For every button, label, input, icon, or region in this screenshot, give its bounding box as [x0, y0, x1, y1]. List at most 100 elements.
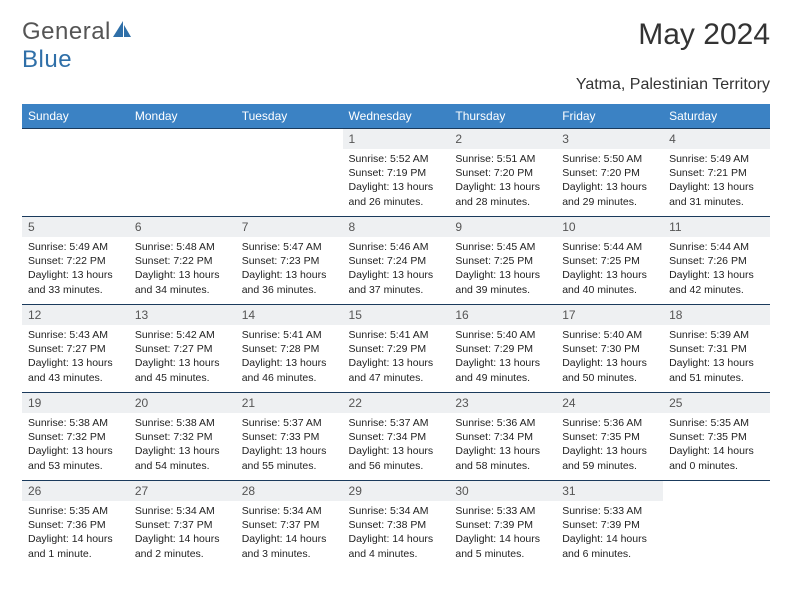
day-number: 30	[449, 481, 556, 501]
calendar-cell: 31Sunrise: 5:33 AMSunset: 7:39 PMDayligh…	[556, 481, 663, 569]
day-details: Sunrise: 5:47 AMSunset: 7:23 PMDaylight:…	[236, 237, 343, 300]
day-details: Sunrise: 5:41 AMSunset: 7:28 PMDaylight:…	[236, 325, 343, 388]
calendar-cell: 28Sunrise: 5:34 AMSunset: 7:37 PMDayligh…	[236, 481, 343, 569]
day-details: Sunrise: 5:34 AMSunset: 7:38 PMDaylight:…	[343, 501, 450, 564]
day-details: Sunrise: 5:42 AMSunset: 7:27 PMDaylight:…	[129, 325, 236, 388]
day-details: Sunrise: 5:37 AMSunset: 7:34 PMDaylight:…	[343, 413, 450, 476]
weekday-header: Thursday	[449, 104, 556, 129]
weekday-header: Sunday	[22, 104, 129, 129]
calendar-row: ......1Sunrise: 5:52 AMSunset: 7:19 PMDa…	[22, 129, 770, 217]
day-details: Sunrise: 5:52 AMSunset: 7:19 PMDaylight:…	[343, 149, 450, 212]
calendar-cell: 7Sunrise: 5:47 AMSunset: 7:23 PMDaylight…	[236, 217, 343, 305]
location-subtitle: Yatma, Palestinian Territory	[22, 76, 770, 94]
calendar-cell: 20Sunrise: 5:38 AMSunset: 7:32 PMDayligh…	[129, 393, 236, 481]
day-number: 26	[22, 481, 129, 501]
day-details: Sunrise: 5:44 AMSunset: 7:25 PMDaylight:…	[556, 237, 663, 300]
calendar-cell: 4Sunrise: 5:49 AMSunset: 7:21 PMDaylight…	[663, 129, 770, 217]
day-details: Sunrise: 5:34 AMSunset: 7:37 PMDaylight:…	[236, 501, 343, 564]
day-details: Sunrise: 5:37 AMSunset: 7:33 PMDaylight:…	[236, 413, 343, 476]
calendar-cell: 29Sunrise: 5:34 AMSunset: 7:38 PMDayligh…	[343, 481, 450, 569]
day-number: 12	[22, 305, 129, 325]
logo-word1: General	[22, 18, 111, 45]
day-details: Sunrise: 5:35 AMSunset: 7:35 PMDaylight:…	[663, 413, 770, 476]
day-details: Sunrise: 5:44 AMSunset: 7:26 PMDaylight:…	[663, 237, 770, 300]
day-details: Sunrise: 5:48 AMSunset: 7:22 PMDaylight:…	[129, 237, 236, 300]
weekday-header: Monday	[129, 104, 236, 129]
calendar-cell: 1Sunrise: 5:52 AMSunset: 7:19 PMDaylight…	[343, 129, 450, 217]
day-number: 8	[343, 217, 450, 237]
weekday-header: Wednesday	[343, 104, 450, 129]
day-number: 1	[343, 129, 450, 149]
day-number: 22	[343, 393, 450, 413]
day-details: Sunrise: 5:38 AMSunset: 7:32 PMDaylight:…	[129, 413, 236, 476]
title-block: May 2024	[638, 18, 770, 52]
day-number: 19	[22, 393, 129, 413]
calendar-cell: 25Sunrise: 5:35 AMSunset: 7:35 PMDayligh…	[663, 393, 770, 481]
day-details: Sunrise: 5:50 AMSunset: 7:20 PMDaylight:…	[556, 149, 663, 212]
weekday-header: Tuesday	[236, 104, 343, 129]
calendar-cell: 10Sunrise: 5:44 AMSunset: 7:25 PMDayligh…	[556, 217, 663, 305]
day-details: Sunrise: 5:36 AMSunset: 7:34 PMDaylight:…	[449, 413, 556, 476]
day-number: 24	[556, 393, 663, 413]
calendar-cell: ..	[129, 129, 236, 217]
calendar-cell: 11Sunrise: 5:44 AMSunset: 7:26 PMDayligh…	[663, 217, 770, 305]
day-details: Sunrise: 5:40 AMSunset: 7:29 PMDaylight:…	[449, 325, 556, 388]
weekday-header: Saturday	[663, 104, 770, 129]
day-number: 6	[129, 217, 236, 237]
day-details: Sunrise: 5:49 AMSunset: 7:22 PMDaylight:…	[22, 237, 129, 300]
day-details: Sunrise: 5:43 AMSunset: 7:27 PMDaylight:…	[22, 325, 129, 388]
day-number: 25	[663, 393, 770, 413]
day-number: 10	[556, 217, 663, 237]
calendar-cell: 27Sunrise: 5:34 AMSunset: 7:37 PMDayligh…	[129, 481, 236, 569]
calendar-cell: ..	[663, 481, 770, 569]
day-details: Sunrise: 5:40 AMSunset: 7:30 PMDaylight:…	[556, 325, 663, 388]
day-details: Sunrise: 5:39 AMSunset: 7:31 PMDaylight:…	[663, 325, 770, 388]
calendar-cell: 22Sunrise: 5:37 AMSunset: 7:34 PMDayligh…	[343, 393, 450, 481]
day-number: 4	[663, 129, 770, 149]
calendar-cell: 30Sunrise: 5:33 AMSunset: 7:39 PMDayligh…	[449, 481, 556, 569]
calendar-cell: 19Sunrise: 5:38 AMSunset: 7:32 PMDayligh…	[22, 393, 129, 481]
page-title: May 2024	[638, 18, 770, 52]
weekday-header-row: SundayMondayTuesdayWednesdayThursdayFrid…	[22, 104, 770, 129]
calendar-cell: 13Sunrise: 5:42 AMSunset: 7:27 PMDayligh…	[129, 305, 236, 393]
day-details: Sunrise: 5:38 AMSunset: 7:32 PMDaylight:…	[22, 413, 129, 476]
day-number: 16	[449, 305, 556, 325]
calendar-cell: 12Sunrise: 5:43 AMSunset: 7:27 PMDayligh…	[22, 305, 129, 393]
logo: General Blue	[22, 18, 133, 74]
calendar-cell: 8Sunrise: 5:46 AMSunset: 7:24 PMDaylight…	[343, 217, 450, 305]
day-number: 17	[556, 305, 663, 325]
calendar-cell: 26Sunrise: 5:35 AMSunset: 7:36 PMDayligh…	[22, 481, 129, 569]
day-number: 27	[129, 481, 236, 501]
calendar-cell: 18Sunrise: 5:39 AMSunset: 7:31 PMDayligh…	[663, 305, 770, 393]
calendar-cell: 3Sunrise: 5:50 AMSunset: 7:20 PMDaylight…	[556, 129, 663, 217]
day-number: 31	[556, 481, 663, 501]
day-number: 29	[343, 481, 450, 501]
day-number: 13	[129, 305, 236, 325]
day-details: Sunrise: 5:33 AMSunset: 7:39 PMDaylight:…	[449, 501, 556, 564]
day-number: 11	[663, 217, 770, 237]
day-number: 7	[236, 217, 343, 237]
day-number: 18	[663, 305, 770, 325]
day-details: Sunrise: 5:49 AMSunset: 7:21 PMDaylight:…	[663, 149, 770, 212]
day-number: 15	[343, 305, 450, 325]
day-number: 9	[449, 217, 556, 237]
calendar-cell: ..	[22, 129, 129, 217]
calendar-cell: 9Sunrise: 5:45 AMSunset: 7:25 PMDaylight…	[449, 217, 556, 305]
calendar-cell: 5Sunrise: 5:49 AMSunset: 7:22 PMDaylight…	[22, 217, 129, 305]
day-details: Sunrise: 5:51 AMSunset: 7:20 PMDaylight:…	[449, 149, 556, 212]
calendar-cell: 2Sunrise: 5:51 AMSunset: 7:20 PMDaylight…	[449, 129, 556, 217]
day-details: Sunrise: 5:34 AMSunset: 7:37 PMDaylight:…	[129, 501, 236, 564]
logo-text: General Blue	[22, 18, 133, 74]
weekday-header: Friday	[556, 104, 663, 129]
header: General Blue May 2024	[22, 18, 770, 74]
day-number: 28	[236, 481, 343, 501]
day-number: 23	[449, 393, 556, 413]
calendar-body: ...... 1Sunrise: 5:52 AMSunset: 7:19 PMDa…	[22, 129, 770, 569]
calendar-cell: 14Sunrise: 5:41 AMSunset: 7:28 PMDayligh…	[236, 305, 343, 393]
calendar-row: 5Sunrise: 5:49 AMSunset: 7:22 PMDaylight…	[22, 217, 770, 305]
day-number: 14	[236, 305, 343, 325]
calendar-cell: 24Sunrise: 5:36 AMSunset: 7:35 PMDayligh…	[556, 393, 663, 481]
day-details: Sunrise: 5:45 AMSunset: 7:25 PMDaylight:…	[449, 237, 556, 300]
calendar-row: 12Sunrise: 5:43 AMSunset: 7:27 PMDayligh…	[22, 305, 770, 393]
day-number: 2	[449, 129, 556, 149]
